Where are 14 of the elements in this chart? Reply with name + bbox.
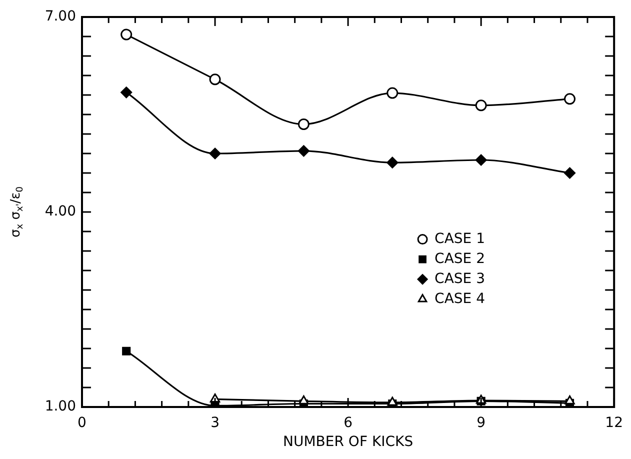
legend-label: CASE 3 <box>434 270 485 287</box>
y-tick-label: 7.00 <box>44 8 76 25</box>
y-axis-title: σx σx'/ε0 <box>8 186 26 238</box>
legend-label: CASE 4 <box>434 290 486 307</box>
x-tick-label: 6 <box>344 415 353 432</box>
x-tick-label: 3 <box>210 415 220 432</box>
y-tick-label: 1.00 <box>44 398 76 415</box>
legend-label: CASE 1 <box>434 230 485 247</box>
x-tick-label: 0 <box>78 415 86 432</box>
legend-label: CASE 2 <box>434 250 485 267</box>
x-tick-label: 12 <box>605 415 624 432</box>
x-axis-title: NUMBER OF KICKS <box>282 434 414 450</box>
x-tick-label: 9 <box>476 415 486 432</box>
y-tick-label: 4.00 <box>44 204 76 220</box>
